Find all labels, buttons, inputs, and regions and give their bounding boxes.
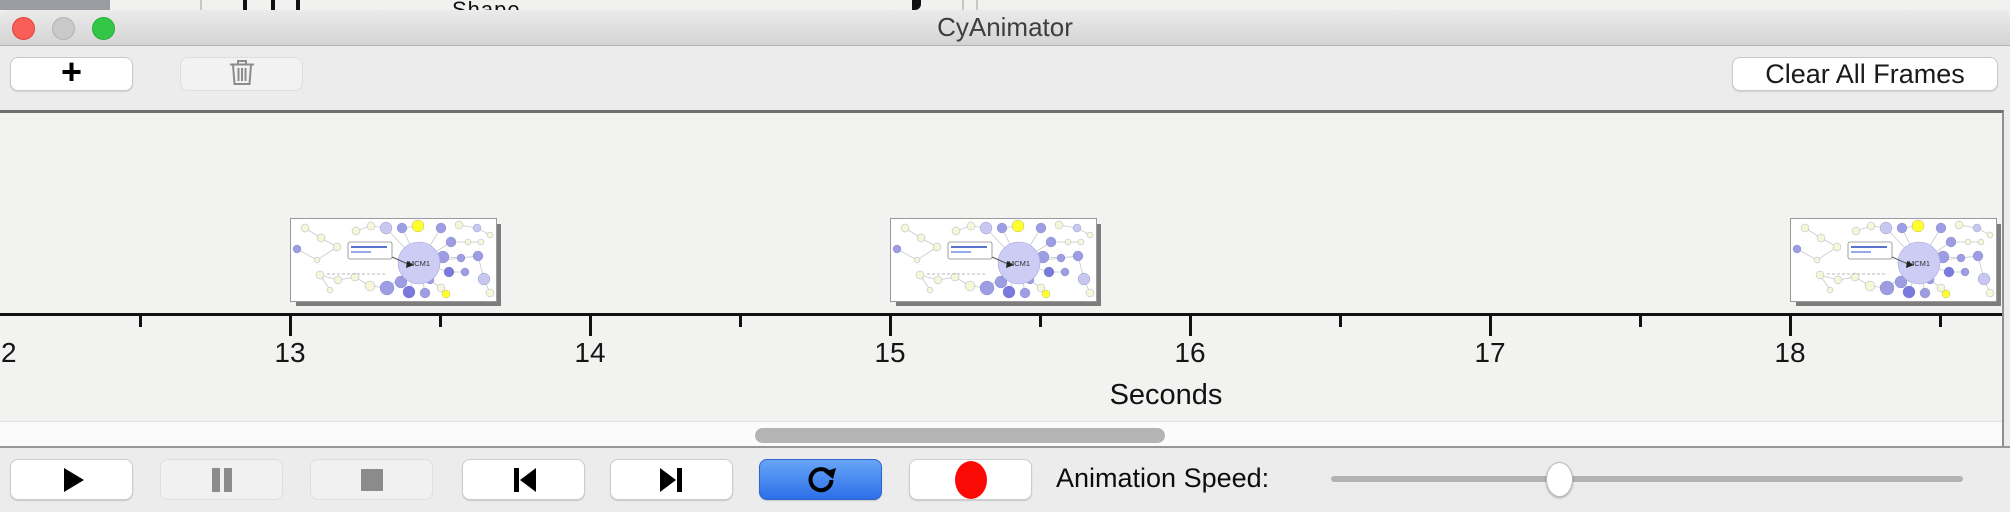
plus-icon: + xyxy=(60,51,83,92)
background-glyph-fragment xyxy=(296,0,300,10)
slider-thumb[interactable] xyxy=(1546,462,1573,497)
tick-label: 13 xyxy=(274,337,306,368)
keyframe-thumbnail[interactable]: MCM1 xyxy=(290,218,497,302)
tick-label: 14 xyxy=(574,337,606,368)
skip-to-start-icon xyxy=(509,465,539,495)
pause-button[interactable] xyxy=(160,459,283,500)
keyframe-thumbnail[interactable]: MCM1 xyxy=(890,218,1097,302)
record-icon xyxy=(953,459,989,501)
minor-tick xyxy=(139,316,142,327)
tick-label: 2 xyxy=(1,337,17,368)
skip-to-start-button[interactable] xyxy=(462,459,585,500)
play-icon xyxy=(57,465,87,495)
timeline-panel[interactable]: 2 13 14 15 16 17 18 MCM1 MCM1 MCM1 Seconds xyxy=(0,110,2004,446)
pause-icon xyxy=(209,466,235,494)
window-titlebar: CyAnimator xyxy=(0,10,2010,46)
axis-unit-label: Seconds xyxy=(1109,379,1223,411)
minimize-window-button[interactable] xyxy=(52,17,75,40)
major-tick xyxy=(1489,316,1492,336)
major-tick xyxy=(1789,316,1792,336)
minor-tick xyxy=(1939,316,1942,327)
trash-icon xyxy=(229,58,255,91)
minor-tick xyxy=(439,316,442,327)
close-window-button[interactable] xyxy=(12,17,35,40)
major-tick xyxy=(889,316,892,336)
scrollbar-thumb[interactable] xyxy=(755,428,1165,443)
skip-to-end-icon xyxy=(657,465,687,495)
animation-speed-slider[interactable] xyxy=(1331,448,1963,512)
svg-text:MCM1: MCM1 xyxy=(408,259,430,268)
svg-text:MCM1: MCM1 xyxy=(1008,259,1030,268)
delete-frame-button[interactable] xyxy=(180,57,303,91)
tick-label: 16 xyxy=(1174,337,1206,368)
frame-toolbar: + Clear All Frames xyxy=(0,46,2010,110)
background-separator xyxy=(962,0,964,10)
major-tick xyxy=(1189,316,1192,336)
record-button[interactable] xyxy=(909,459,1032,500)
slider-track[interactable] xyxy=(1331,476,1963,482)
tick-label: 15 xyxy=(874,337,906,368)
clear-all-frames-label: Clear All Frames xyxy=(1765,58,1965,89)
background-separator xyxy=(200,0,202,10)
major-tick xyxy=(289,316,292,336)
minor-tick xyxy=(739,316,742,327)
zoom-window-button[interactable] xyxy=(92,17,115,40)
keyframe-thumbnail[interactable]: MCM1 xyxy=(1790,218,1997,302)
tick-label: 17 xyxy=(1474,337,1506,368)
stop-icon xyxy=(359,467,385,493)
timeline-axis xyxy=(0,313,2002,316)
tick-label: 18 xyxy=(1774,337,1806,368)
background-shape-label: Shape xyxy=(452,0,521,10)
background-pointer-fragment xyxy=(912,0,921,10)
loop-button[interactable] xyxy=(759,459,882,500)
minor-tick xyxy=(1039,316,1042,327)
animation-speed-label: Animation Speed: xyxy=(1056,463,1270,493)
timeline-horizontal-scrollbar[interactable] xyxy=(0,421,2002,446)
clear-all-frames-button[interactable]: Clear All Frames xyxy=(1732,57,1998,91)
play-button[interactable] xyxy=(10,459,133,500)
stop-button[interactable] xyxy=(310,459,433,500)
minor-tick xyxy=(1639,316,1642,327)
background-window-strip: Shape xyxy=(0,0,2010,10)
playback-controls: Animation Speed: xyxy=(0,446,2010,510)
background-separator xyxy=(976,0,978,10)
window-title: CyAnimator xyxy=(937,12,1073,42)
major-tick xyxy=(589,316,592,336)
background-glyph-fragment xyxy=(243,0,247,10)
svg-text:MCM1: MCM1 xyxy=(1908,259,1930,268)
background-glyph-fragment xyxy=(271,0,275,10)
minor-tick xyxy=(1339,316,1342,327)
loop-icon xyxy=(805,464,837,496)
background-window-fragment xyxy=(0,0,110,10)
add-frame-button[interactable]: + xyxy=(10,51,133,92)
skip-to-end-button[interactable] xyxy=(610,459,733,500)
